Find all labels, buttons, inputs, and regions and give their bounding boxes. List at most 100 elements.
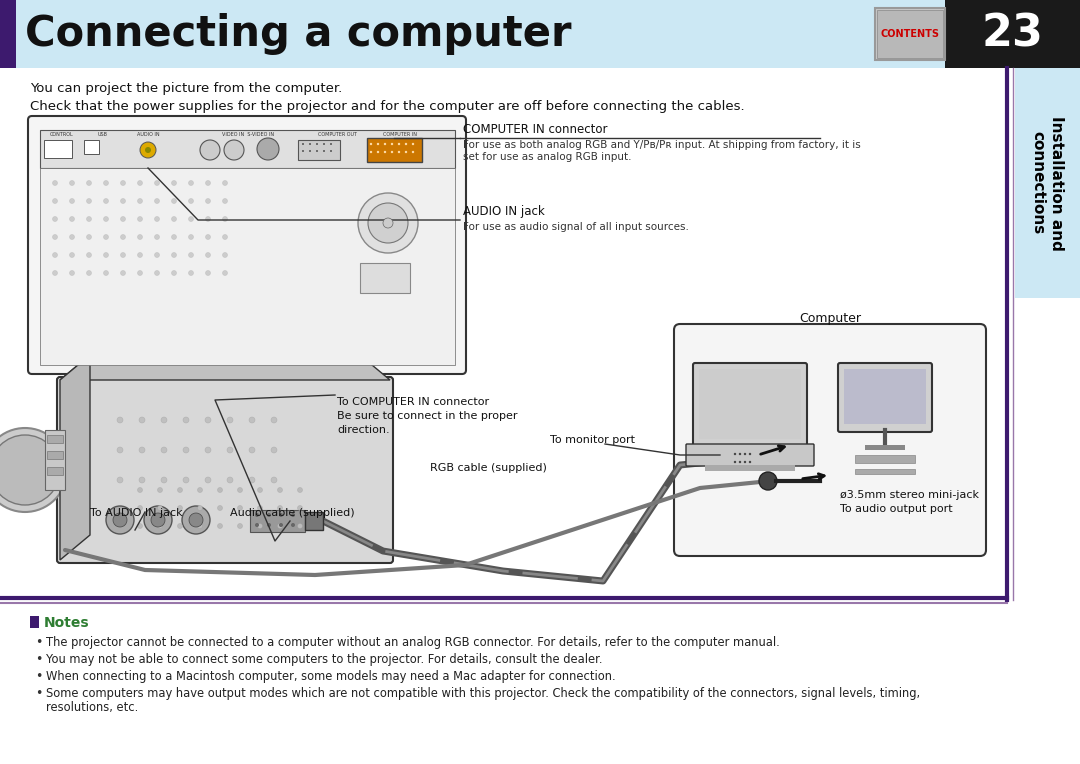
Circle shape bbox=[748, 453, 752, 455]
Bar bbox=[48, 451, 63, 459]
Circle shape bbox=[189, 216, 193, 222]
Circle shape bbox=[189, 180, 193, 186]
Circle shape bbox=[53, 270, 57, 276]
Circle shape bbox=[302, 143, 303, 145]
Circle shape bbox=[53, 199, 57, 203]
Circle shape bbox=[139, 477, 145, 483]
Text: You can project the picture from the computer.: You can project the picture from the com… bbox=[30, 82, 342, 95]
Circle shape bbox=[748, 461, 752, 463]
Circle shape bbox=[205, 199, 211, 203]
Bar bbox=[855, 469, 915, 474]
Circle shape bbox=[205, 252, 211, 257]
Text: COMPUTER OUT: COMPUTER OUT bbox=[319, 132, 357, 137]
Text: •: • bbox=[35, 636, 42, 649]
Circle shape bbox=[733, 453, 737, 455]
Text: CONTROL: CONTROL bbox=[50, 132, 73, 137]
Circle shape bbox=[330, 150, 332, 152]
Circle shape bbox=[144, 506, 172, 534]
Circle shape bbox=[172, 252, 176, 257]
Circle shape bbox=[249, 477, 255, 483]
Circle shape bbox=[53, 216, 57, 222]
Text: You may not be able to connect some computers to the projector. For details, con: You may not be able to connect some comp… bbox=[46, 653, 603, 666]
Circle shape bbox=[0, 428, 67, 512]
Text: For use as both analog RGB and Y/Pʙ/Pʀ input. At shipping from factory, it is: For use as both analog RGB and Y/Pʙ/Pʀ i… bbox=[463, 140, 861, 150]
Circle shape bbox=[161, 417, 167, 423]
Circle shape bbox=[121, 235, 125, 239]
Circle shape bbox=[205, 180, 211, 186]
Circle shape bbox=[744, 461, 746, 463]
Circle shape bbox=[53, 235, 57, 239]
Circle shape bbox=[154, 270, 160, 276]
Circle shape bbox=[411, 143, 415, 145]
Circle shape bbox=[104, 252, 108, 257]
Circle shape bbox=[397, 151, 401, 154]
Bar bbox=[298, 140, 340, 160]
Circle shape bbox=[238, 506, 243, 510]
Circle shape bbox=[189, 199, 193, 203]
Circle shape bbox=[86, 270, 92, 276]
Circle shape bbox=[198, 487, 203, 493]
Bar bbox=[305, 512, 323, 530]
Circle shape bbox=[69, 199, 75, 203]
Circle shape bbox=[255, 523, 259, 527]
Bar bbox=[875, 8, 945, 60]
Circle shape bbox=[397, 143, 401, 145]
Circle shape bbox=[278, 506, 283, 510]
Circle shape bbox=[278, 523, 283, 529]
Text: To audio output port: To audio output port bbox=[840, 504, 953, 514]
Circle shape bbox=[121, 199, 125, 203]
Circle shape bbox=[172, 180, 176, 186]
Circle shape bbox=[104, 216, 108, 222]
Text: AUDIO IN jack: AUDIO IN jack bbox=[463, 205, 544, 218]
Bar bbox=[360, 263, 410, 293]
Circle shape bbox=[104, 270, 108, 276]
Circle shape bbox=[316, 150, 318, 152]
Circle shape bbox=[391, 143, 393, 145]
Circle shape bbox=[189, 513, 203, 527]
Circle shape bbox=[383, 143, 387, 145]
Circle shape bbox=[189, 270, 193, 276]
Circle shape bbox=[411, 151, 415, 154]
Bar bbox=[945, 0, 1080, 68]
Circle shape bbox=[271, 417, 276, 423]
Circle shape bbox=[117, 417, 123, 423]
Circle shape bbox=[238, 523, 243, 529]
Circle shape bbox=[69, 235, 75, 239]
Text: ø3.5mm stereo mini-jack: ø3.5mm stereo mini-jack bbox=[840, 490, 978, 500]
Bar bbox=[877, 10, 943, 58]
Circle shape bbox=[205, 477, 211, 483]
Circle shape bbox=[137, 270, 143, 276]
FancyBboxPatch shape bbox=[693, 363, 807, 447]
Circle shape bbox=[205, 447, 211, 453]
Circle shape bbox=[183, 506, 210, 534]
Text: Some computers may have output modes which are not compatible with this projecto: Some computers may have output modes whi… bbox=[46, 687, 920, 700]
Circle shape bbox=[139, 417, 145, 423]
Circle shape bbox=[733, 461, 737, 463]
Text: Notes: Notes bbox=[44, 616, 90, 630]
Circle shape bbox=[69, 270, 75, 276]
Circle shape bbox=[104, 199, 108, 203]
Text: •: • bbox=[35, 653, 42, 666]
Text: •: • bbox=[35, 670, 42, 683]
Circle shape bbox=[158, 523, 162, 529]
Text: The projector cannot be connected to a computer without an analog RGB connector.: The projector cannot be connected to a c… bbox=[46, 636, 780, 649]
Circle shape bbox=[161, 447, 167, 453]
Circle shape bbox=[154, 235, 160, 239]
Circle shape bbox=[217, 487, 222, 493]
Circle shape bbox=[759, 472, 777, 490]
Bar bbox=[367, 138, 422, 162]
Circle shape bbox=[53, 252, 57, 257]
Circle shape bbox=[217, 506, 222, 510]
Text: Audio cable (supplied): Audio cable (supplied) bbox=[230, 508, 354, 518]
Circle shape bbox=[222, 235, 228, 239]
Circle shape bbox=[278, 487, 283, 493]
Text: Be sure to connect in the proper: Be sure to connect in the proper bbox=[337, 411, 517, 421]
Circle shape bbox=[137, 216, 143, 222]
Circle shape bbox=[368, 203, 408, 243]
Circle shape bbox=[257, 487, 262, 493]
Circle shape bbox=[257, 138, 279, 160]
Circle shape bbox=[137, 180, 143, 186]
Bar bbox=[30, 616, 39, 628]
Circle shape bbox=[309, 143, 311, 145]
Bar bbox=[699, 369, 801, 439]
